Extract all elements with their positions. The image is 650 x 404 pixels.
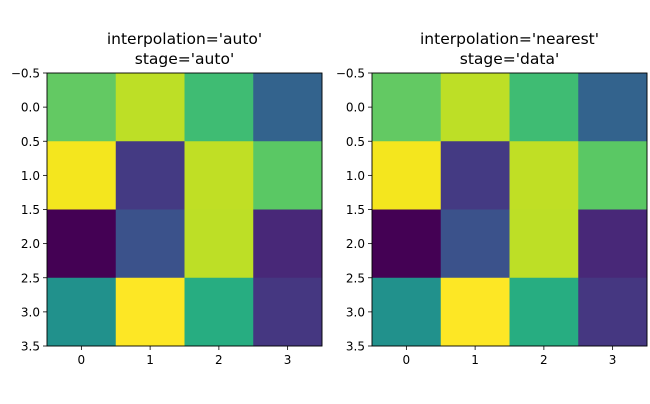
y-tick-label: 1.5 — [21, 203, 40, 217]
x-tick-label: 0 — [78, 353, 86, 367]
heatmap-cell — [253, 141, 323, 210]
heatmap-cell — [509, 277, 579, 347]
heatmap-cell — [440, 277, 510, 347]
y-tick-label: 0.0 — [21, 101, 40, 115]
heatmap-cell — [115, 277, 185, 347]
x-tick-label: 1 — [471, 353, 479, 367]
heatmap-cell — [372, 277, 442, 347]
heatmap-cell — [578, 209, 648, 279]
x-tick-label: 2 — [540, 353, 548, 367]
heatmap-cell — [47, 141, 117, 210]
heatmap-cell — [253, 209, 323, 279]
y-tick-label: 3.5 — [346, 340, 365, 354]
x-tick-label: 0 — [403, 353, 411, 367]
heatmap-cell — [440, 73, 510, 142]
heatmap-cell — [578, 73, 648, 142]
x-tick-label: 3 — [609, 353, 617, 367]
chart-title: stage='auto' — [135, 50, 234, 68]
axes-1: interpolation='auto' stage='auto' 0 1 2 3 −0.5… — [11, 30, 323, 367]
y-tick-label: −0.5 — [336, 67, 365, 81]
heatmap-cell — [184, 209, 254, 279]
y-tick-label: 3.0 — [21, 305, 40, 319]
heatmap-cell — [184, 277, 254, 347]
heatmap-cell — [115, 73, 185, 142]
y-tick-label: 0.0 — [346, 101, 365, 115]
y-tick-label: 0.5 — [21, 135, 40, 149]
y-tick-label: 1.0 — [21, 169, 40, 183]
heatmap-cell — [372, 73, 442, 142]
heatmap-cell — [115, 141, 185, 210]
chart-title: stage='data' — [460, 50, 559, 68]
heatmap-cell — [184, 73, 254, 142]
axes-2: interpolation='nearest' stage='data' 0 1 2 3 −… — [336, 30, 648, 367]
y-tick-label: 2.5 — [346, 271, 365, 285]
heatmap-cell — [253, 277, 323, 347]
heatmap-cell — [509, 209, 579, 279]
y-tick-label: 2.5 — [21, 271, 40, 285]
heatmap-cell — [47, 73, 117, 142]
heatmap-cell — [509, 73, 579, 142]
x-tick-label: 2 — [215, 353, 223, 367]
chart-title: interpolation='nearest' — [420, 30, 599, 48]
heatmap-cell — [440, 141, 510, 210]
heatmap-cell — [47, 277, 117, 347]
y-tick-label: 2.0 — [346, 237, 365, 251]
heatmap-cell — [578, 277, 648, 347]
chart-title: interpolation='auto' — [107, 30, 262, 48]
heatmap-cell — [578, 141, 648, 210]
heatmap-cell — [115, 209, 185, 279]
heatmap-cell — [47, 209, 117, 279]
heatmap-cell — [372, 209, 442, 279]
x-tick-label: 3 — [284, 353, 292, 367]
heatmap-cell — [509, 141, 579, 210]
y-tick-label: 0.5 — [346, 135, 365, 149]
heatmap-cell — [440, 209, 510, 279]
heatmap-cell — [372, 141, 442, 210]
y-tick-label: 1.0 — [346, 169, 365, 183]
y-tick-label: 1.5 — [346, 203, 365, 217]
x-tick-label: 1 — [146, 353, 154, 367]
y-tick-label: 3.0 — [346, 305, 365, 319]
y-tick-label: 3.5 — [21, 340, 40, 354]
y-tick-label: 2.0 — [21, 237, 40, 251]
heatmap-cell — [184, 141, 254, 210]
heatmap-cell — [253, 73, 323, 142]
y-tick-label: −0.5 — [11, 67, 40, 81]
